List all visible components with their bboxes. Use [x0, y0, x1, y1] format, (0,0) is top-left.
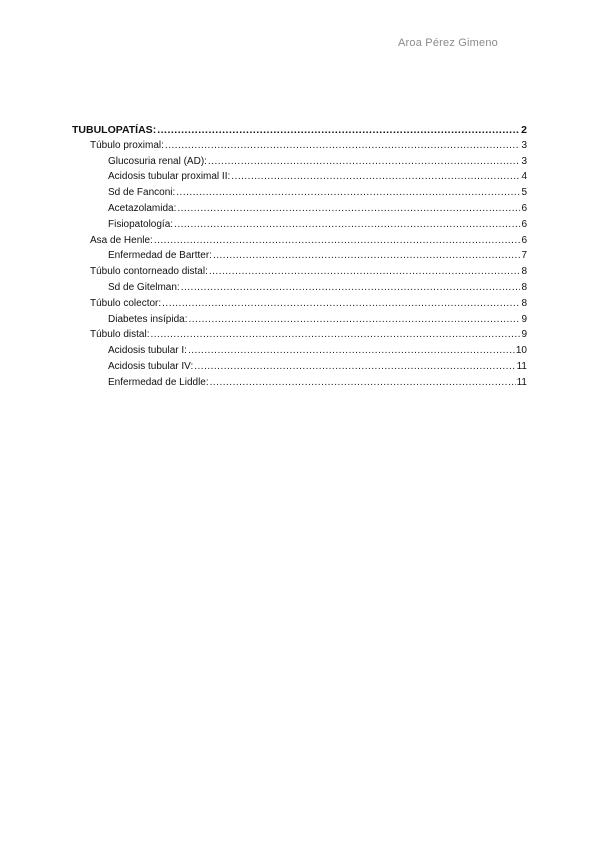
toc-entry[interactable]: Acidosis tubular IV: 11 — [72, 361, 527, 377]
toc-entry-title: Acetazolamida: — [108, 202, 177, 214]
toc-entry-title: Túbulo distal: — [90, 329, 150, 341]
toc-entry[interactable]: Túbulo contorneado distal: 8 — [72, 266, 527, 282]
toc-entry[interactable]: Enfermedad de Bartter: 7 — [72, 250, 527, 266]
toc-entry[interactable]: Túbulo proximal: 3 — [72, 140, 527, 156]
toc-entry-title: Glucosuria renal (AD): — [108, 155, 207, 167]
dot-leader — [154, 235, 521, 246]
toc-entry[interactable]: Sd de Gitelman: 8 — [72, 282, 527, 298]
toc-entry-page: 11 — [516, 376, 527, 388]
toc-entry[interactable]: Sd de Fanconi: 5 — [72, 187, 527, 203]
toc-entry-page: 8 — [521, 297, 527, 309]
page-header-author: Aroa Pérez Gimeno — [398, 37, 498, 49]
dot-leader — [150, 329, 520, 340]
toc-entry-title: Asa de Henle: — [90, 234, 153, 246]
toc-entry[interactable]: Fisiopatología: 6 — [72, 219, 527, 235]
dot-leader — [209, 266, 521, 277]
toc-entry-title: Enfermedad de Liddle: — [108, 376, 209, 388]
toc-entry-title: Túbulo colector: — [90, 297, 162, 309]
dot-leader — [213, 250, 520, 261]
toc-entry[interactable]: Glucosuria renal (AD): 3 — [72, 156, 527, 172]
toc-entry-page: 3 — [521, 139, 527, 151]
toc-entry-page: 4 — [521, 171, 527, 183]
dot-leader — [177, 203, 520, 214]
toc-entry-page: 6 — [521, 202, 527, 214]
toc-entry-title: Túbulo proximal: — [90, 139, 164, 151]
dot-leader — [181, 282, 521, 293]
dot-leader — [231, 171, 520, 182]
toc-entry[interactable]: Túbulo colector: 8 — [72, 298, 527, 314]
toc-entry[interactable]: Diabetes insípida: 9 — [72, 314, 527, 330]
toc-entry-title: Acidosis tubular proximal II: — [108, 171, 231, 183]
toc-entry-page: 3 — [521, 155, 527, 167]
toc-entry-page: 6 — [521, 234, 527, 246]
dot-leader — [188, 345, 515, 356]
toc-entry-page: 8 — [521, 281, 527, 293]
toc-entry-title: Enfermedad de Bartter: — [108, 250, 212, 262]
toc-entry[interactable]: Acidosis tubular proximal II: 4 — [72, 171, 527, 187]
toc-entry-page: 8 — [521, 266, 527, 278]
toc-entry-title: Sd de Gitelman: — [108, 281, 180, 293]
dot-leader — [208, 156, 521, 167]
toc-entry-page: 5 — [521, 187, 527, 199]
dot-leader — [165, 140, 521, 151]
toc-entry[interactable]: Asa de Henle: 6 — [72, 235, 527, 251]
toc-entry-page: 6 — [521, 218, 527, 230]
toc-entry-title: Diabetes insípida: — [108, 313, 188, 325]
toc-entry[interactable]: Enfermedad de Liddle: 11 — [72, 377, 527, 393]
toc-entry[interactable]: Acidosis tubular I: 10 — [72, 345, 527, 361]
toc-entry-title: Sd de Fanconi: — [108, 187, 176, 199]
toc-entry-page: 10 — [515, 345, 527, 357]
toc-entry-title: Acidosis tubular IV: — [108, 360, 194, 372]
toc-entry-page: 11 — [516, 360, 527, 372]
toc-entry-title: Acidosis tubular I: — [108, 345, 187, 357]
dot-leader — [210, 377, 516, 388]
dot-leader — [194, 361, 515, 372]
dot-leader — [189, 314, 521, 325]
dot-leader — [174, 219, 520, 230]
dot-leader — [176, 187, 520, 198]
toc-entry-page: 7 — [521, 250, 527, 262]
dot-leader — [162, 298, 520, 309]
toc-entry[interactable]: Acetazolamida: 6 — [72, 203, 527, 219]
toc-entry-page: 2 — [521, 124, 527, 136]
toc-entry[interactable]: Túbulo distal: 9 — [72, 329, 527, 345]
dot-leader — [157, 124, 520, 136]
toc-entry-page: 9 — [521, 329, 527, 341]
toc-entry-title: Fisiopatología: — [108, 218, 174, 230]
toc-entry-page: 9 — [521, 313, 527, 325]
toc-entry-title: Túbulo contorneado distal: — [90, 266, 208, 278]
toc-entry-title: TUBULOPATÍAS: — [72, 124, 157, 136]
toc-entry[interactable]: TUBULOPATÍAS: 2 — [72, 124, 527, 140]
